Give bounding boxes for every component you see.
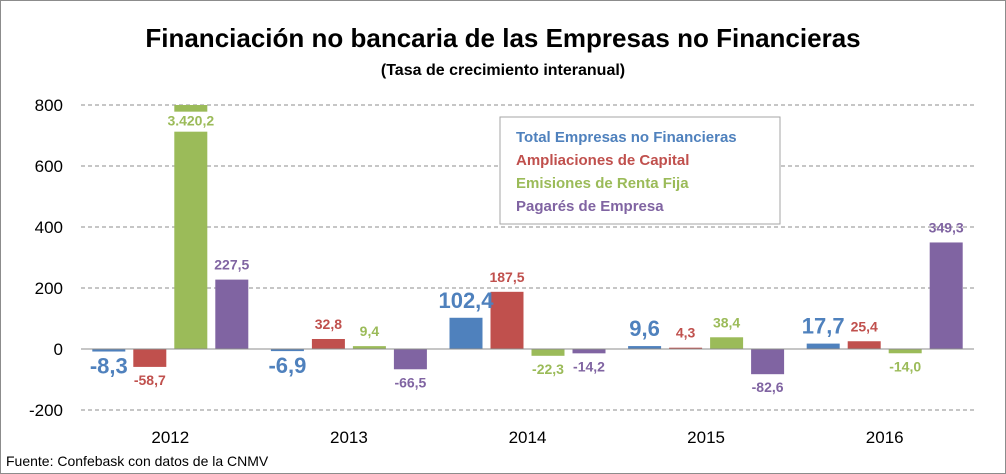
chart-source: Fuente: Confebask con datos de la CNMV: [6, 453, 269, 469]
bar: [572, 349, 606, 354]
bar: [888, 349, 922, 354]
chart-title: Financiación no bancaria de las Empresas…: [145, 23, 860, 53]
bar: [710, 337, 744, 349]
data-label: 9,4: [360, 323, 380, 339]
legend: Total Empresas no Financieras Ampliacione…: [499, 116, 781, 225]
axes: -200 0 200 400 600 800 2012 2013 2014 2015 2016: [29, 96, 974, 447]
x-category-label: 2015: [687, 428, 725, 447]
data-label-backdrop: [158, 111, 224, 132]
data-label: 9,6: [629, 316, 660, 341]
data-label: 25,4: [851, 318, 878, 334]
data-label: 349,3: [929, 219, 964, 235]
legend-item: Pagarés de Empresa: [516, 198, 664, 215]
y-tick-label: 200: [35, 279, 63, 298]
legend-box: [499, 116, 781, 225]
x-category-label: 2012: [151, 428, 189, 447]
data-label: -22,3: [532, 361, 564, 377]
x-category-label: 2014: [509, 428, 547, 447]
data-label: 32,8: [315, 316, 342, 332]
bar: [669, 347, 703, 349]
data-label: 227,5: [214, 257, 249, 273]
data-label: -14,2: [573, 358, 605, 374]
data-label: 38,4: [713, 314, 740, 330]
data-label: 3.420,2: [167, 113, 214, 129]
bar: [133, 349, 167, 367]
bar: [270, 349, 304, 352]
bar: [92, 349, 126, 352]
bar: [847, 341, 881, 349]
data-label: -14,0: [889, 358, 921, 374]
bar: [215, 279, 249, 349]
y-tick-label: 800: [35, 96, 63, 115]
bar: [806, 343, 840, 349]
bar: [311, 338, 345, 349]
data-labels: -8,3 -58,7 3.420,2 227,5 -6,9 32,8 9,4 -66,5 102…: [90, 111, 964, 395]
x-category-label: 2016: [866, 428, 904, 447]
bars: [92, 105, 963, 375]
legend-item: Total Empresas no Financieras: [516, 129, 737, 146]
y-tick-label: -200: [29, 401, 63, 420]
bar: [628, 346, 662, 349]
data-label: 102,4: [438, 288, 494, 313]
y-tick-label: 0: [54, 340, 63, 359]
legend-item: Ampliaciones de Capital: [516, 152, 689, 169]
y-tick-label: 400: [35, 218, 63, 237]
bar: [174, 105, 208, 349]
data-label: -66,5: [394, 374, 426, 390]
bar: [449, 317, 483, 349]
data-label: 187,5: [489, 269, 524, 285]
data-label: 4,3: [676, 325, 696, 341]
data-label: -8,3: [90, 354, 128, 379]
data-label: 17,7: [802, 314, 845, 339]
bar: [490, 291, 524, 349]
chart-subtitle: (Tasa de crecimiento interanual): [381, 62, 625, 79]
data-label: -58,7: [134, 372, 166, 388]
bar: [929, 242, 963, 349]
legend-item: Emisiones de Renta Fija: [516, 175, 689, 192]
data-label: -6,9: [268, 353, 306, 378]
bar: [352, 346, 386, 349]
data-label: -82,6: [752, 379, 784, 395]
y-tick-label: 600: [35, 157, 63, 176]
bar: [531, 349, 565, 356]
bar: [751, 349, 785, 375]
x-category-label: 2013: [330, 428, 368, 447]
bar: [393, 349, 427, 370]
